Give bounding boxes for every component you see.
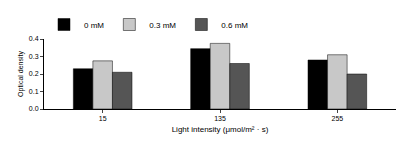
svg-text:0.6 mM: 0.6 mM [221, 21, 248, 30]
svg-text:0.4: 0.4 [29, 35, 39, 42]
svg-text:15: 15 [99, 115, 107, 122]
svg-text:255: 255 [331, 115, 343, 122]
svg-text:0 mM: 0 mM [84, 21, 104, 30]
svg-text:0.3 mM: 0.3 mM [149, 21, 176, 30]
svg-text:0.0: 0.0 [29, 105, 39, 112]
svg-text:0.1: 0.1 [29, 88, 39, 95]
svg-text:Light intensity (μmol/m² · s): Light intensity (μmol/m² · s) [172, 125, 269, 134]
svg-text:0.2: 0.2 [29, 70, 39, 77]
svg-text:Optical density: Optical density [17, 51, 25, 97]
svg-text:0.3: 0.3 [29, 53, 39, 60]
svg-text:135: 135 [214, 115, 226, 122]
